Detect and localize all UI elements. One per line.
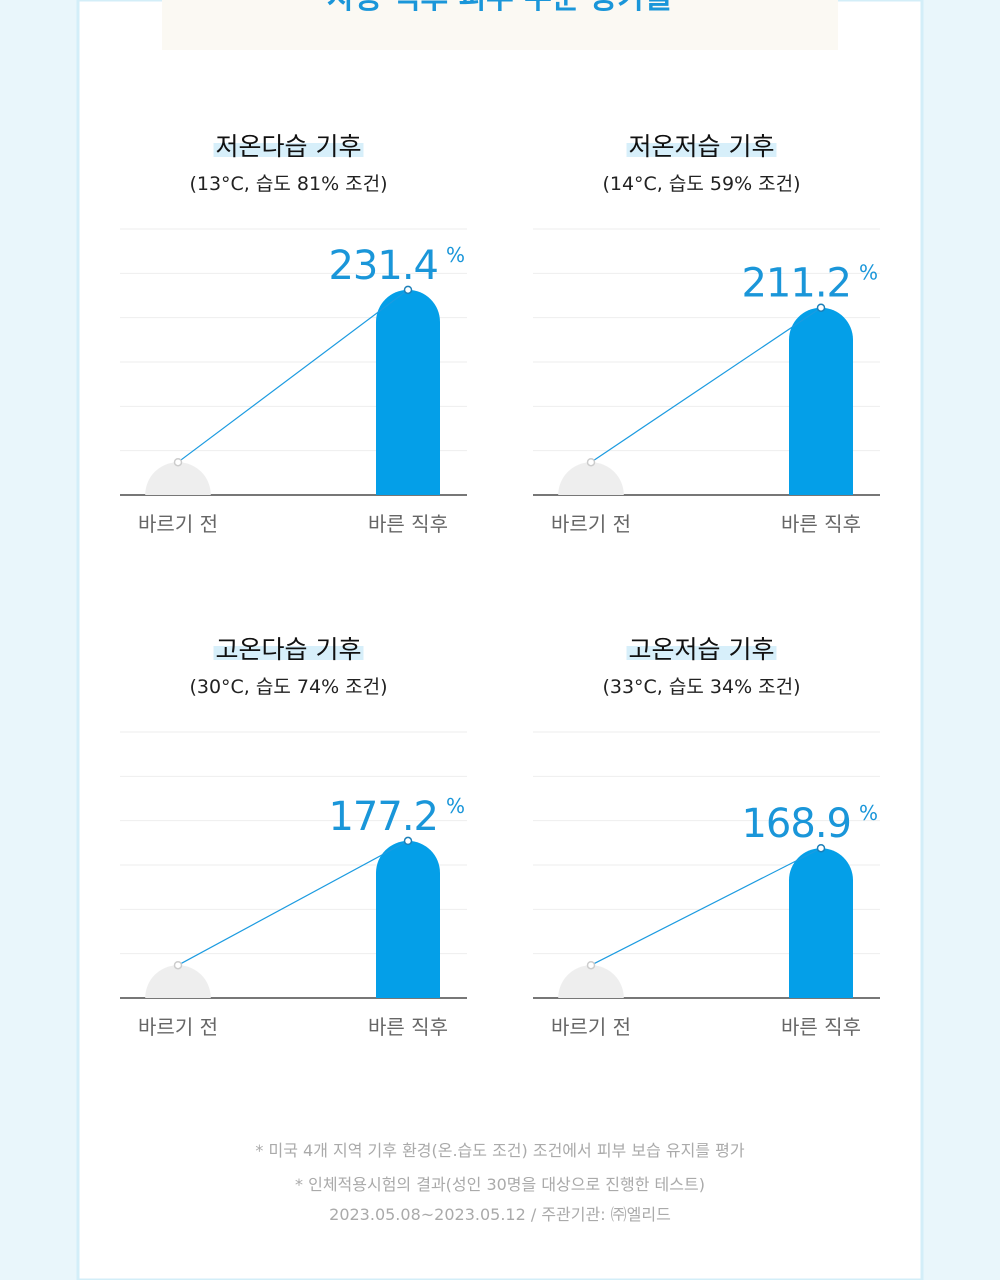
trend-line bbox=[590, 847, 822, 966]
chart-subtitle: (33°C, 습도 34% 조건) bbox=[602, 676, 800, 698]
footnote: * 미국 4개 지역 기후 환경(온.습도 조건) 조건에서 피부 보습 유지를… bbox=[255, 1141, 744, 1160]
x-tick-label: 바르기 전 bbox=[138, 512, 218, 536]
value-unit: % bbox=[446, 794, 465, 818]
bar bbox=[558, 965, 624, 998]
x-tick-label: 바른 직후 bbox=[781, 1015, 861, 1039]
point bbox=[586, 960, 596, 970]
point bbox=[173, 960, 183, 970]
bar bbox=[145, 965, 211, 998]
x-tick-label: 바른 직후 bbox=[781, 512, 861, 536]
bar bbox=[145, 462, 211, 495]
point bbox=[403, 285, 413, 295]
footnote: 2023.05.08~2023.05.12 / 주관기관: ㈜엘리드 bbox=[329, 1205, 671, 1224]
chart-title: 저온저습 기후 bbox=[629, 132, 775, 161]
title-highlight bbox=[626, 646, 777, 660]
value-label: 168.9 bbox=[741, 801, 851, 847]
value-label: 231.4 bbox=[328, 243, 438, 289]
value-unit: % bbox=[859, 801, 878, 825]
bar bbox=[789, 848, 853, 998]
x-tick-label: 바르기 전 bbox=[551, 512, 631, 536]
header-box bbox=[162, 0, 838, 50]
header-title: 사용 직후 피부 수분 증가율 bbox=[327, 0, 672, 16]
trend-line bbox=[590, 307, 822, 463]
panel bbox=[76, 0, 924, 1280]
point bbox=[403, 836, 413, 846]
trend-line bbox=[177, 289, 409, 463]
point bbox=[173, 457, 183, 467]
title-highlight bbox=[213, 646, 364, 660]
chart-title: 고온다습 기후 bbox=[216, 635, 362, 664]
point bbox=[816, 843, 826, 853]
x-tick-label: 바른 직후 bbox=[368, 1015, 448, 1039]
x-tick-label: 바르기 전 bbox=[138, 1015, 218, 1039]
value-label: 211.2 bbox=[741, 261, 851, 307]
title-highlight bbox=[626, 143, 777, 157]
chart-subtitle: (14°C, 습도 59% 조건) bbox=[602, 173, 800, 195]
value-unit: % bbox=[446, 243, 465, 267]
value-unit: % bbox=[859, 261, 878, 285]
footnote: * 인체적용시험의 결과(성인 30명을 대상으로 진행한 테스트) bbox=[295, 1175, 705, 1194]
chart-subtitle: (30°C, 습도 74% 조건) bbox=[189, 676, 387, 698]
bar bbox=[558, 462, 624, 495]
chart-title: 고온저습 기후 bbox=[629, 635, 775, 664]
x-tick-label: 바른 직후 bbox=[368, 512, 448, 536]
bar bbox=[376, 840, 440, 998]
trend-line bbox=[177, 840, 409, 966]
bar bbox=[789, 307, 853, 495]
bar bbox=[376, 289, 440, 495]
point bbox=[586, 457, 596, 467]
value-label: 177.2 bbox=[328, 794, 438, 840]
chart-subtitle: (13°C, 습도 81% 조건) bbox=[189, 173, 387, 195]
x-tick-label: 바르기 전 bbox=[551, 1015, 631, 1039]
chart-title: 저온다습 기후 bbox=[216, 132, 362, 161]
point bbox=[816, 303, 826, 312]
title-highlight bbox=[213, 143, 364, 157]
